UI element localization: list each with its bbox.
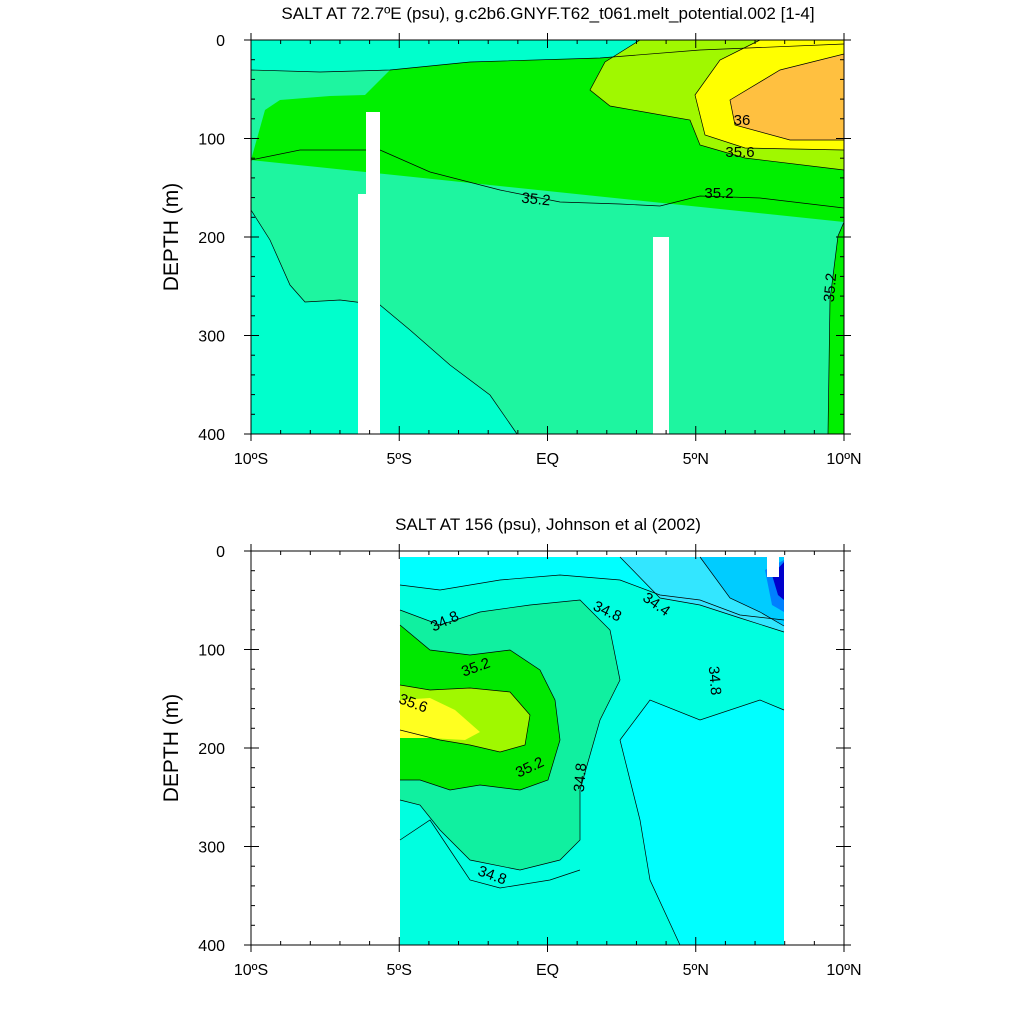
bottom-isoline — [399, 684, 531, 753]
bottom-isoline — [399, 599, 621, 871]
top-x-tick-label: 10ºN — [826, 451, 861, 468]
top-y-tick-label: 300 — [198, 329, 225, 346]
top-x-tick-label: 5ºS — [387, 451, 412, 468]
top-x-tick-label: 10ºS — [234, 451, 268, 468]
top-isoline-35.2-east — [827, 221, 845, 435]
top-region-green — [251, 44, 844, 434]
top-x-tick-label: EQ — [536, 451, 559, 468]
bottom-ticks: 10ºS 5ºS EQ 5ºN 10ºN 0 100 200 300 400 — [198, 544, 862, 979]
top-mask-1 — [358, 194, 366, 434]
top-contour-label: 36 — [734, 112, 751, 129]
top-x-tick-label: 5ºN — [683, 451, 709, 468]
bottom-isoline — [619, 699, 785, 741]
top-y-tick-label: 400 — [198, 427, 225, 444]
bottom-x-tick-label: 10ºS — [234, 962, 268, 979]
bottom-y-tick-label: 400 — [198, 938, 225, 955]
top-isoline-35.8 — [694, 39, 845, 151]
bottom-isoline — [399, 819, 581, 889]
top-isoline-36 — [729, 53, 845, 141]
top-y-tick-label: 100 — [198, 132, 225, 149]
top-y-tick-label: 0 — [216, 33, 225, 50]
bottom-x-tick-label: 5ºS — [387, 962, 412, 979]
top-y-tick-label: 200 — [198, 230, 225, 247]
bottom-region-low2 — [700, 557, 784, 626]
top-title: SALT AT 72.7ºE (psu), g.c2b6.GNYF.T62_t0… — [281, 4, 814, 23]
bottom-panel: SALT AT 156 (psu), Johnson et al (2002) … — [160, 515, 862, 979]
top-region-lower-left — [251, 210, 517, 434]
bottom-y-tick-label: 300 — [198, 840, 225, 857]
bottom-isoline — [699, 556, 785, 627]
top-contour-label: 35.2 — [521, 190, 552, 210]
top-contour-label: 35.6 — [725, 144, 754, 161]
top-y-axis-label: DEPTH (m) — [160, 183, 183, 292]
top-panel: SALT AT 72.7ºE (psu), g.c2b6.GNYF.T62_t0… — [160, 4, 862, 468]
bottom-title: SALT AT 156 (psu), Johnson et al (2002) — [395, 515, 701, 534]
bottom-contour-label: 34.8 — [571, 762, 590, 793]
top-contour-label: 35.2 — [821, 272, 840, 303]
bottom-x-tick-label: 5ºN — [683, 962, 709, 979]
bottom-y-tick-label: 0 — [216, 544, 225, 561]
bottom-y-tick-label: 100 — [198, 643, 225, 660]
bottom-region-34.4-lower — [620, 700, 784, 945]
bottom-x-tick-label: 10ºN — [826, 962, 861, 979]
bottom-contour-label: 34.8 — [705, 665, 724, 696]
bottom-y-axis-label: DEPTH (m) — [160, 694, 183, 803]
top-contour-label: 35.2 — [704, 185, 733, 202]
bottom-isoline — [399, 574, 785, 621]
bottom-isoline — [399, 624, 561, 791]
top-mask-2 — [366, 112, 380, 434]
top-isoline-35.6 — [589, 39, 845, 171]
bottom-isoline — [619, 739, 681, 946]
top-isoline-upper — [250, 43, 845, 73]
top-mask-3 — [653, 237, 669, 434]
bottom-region-35.8 — [400, 698, 480, 740]
bottom-isoline — [619, 556, 785, 633]
top-ticks: 10ºS 5ºS EQ 5ºN 10ºN 0 100 200 300 400 — [198, 33, 862, 468]
top-region-36 — [730, 54, 844, 140]
bottom-region-low4 — [772, 562, 784, 600]
bottom-x-tick-label: EQ — [536, 962, 559, 979]
bottom-mask — [767, 557, 779, 577]
bottom-y-tick-label: 200 — [198, 741, 225, 758]
top-isoline-35.2 — [250, 149, 845, 209]
